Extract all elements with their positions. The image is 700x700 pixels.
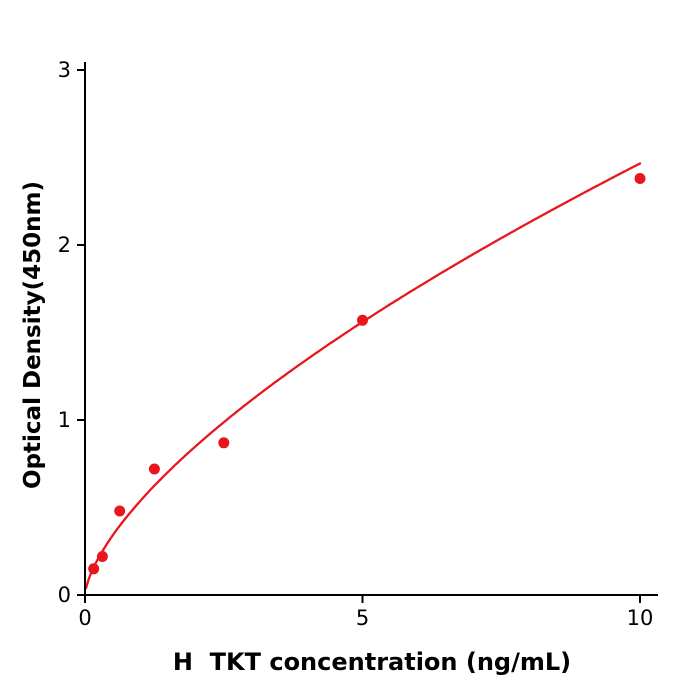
- data-point: [218, 437, 230, 449]
- y-tick-label: 1: [58, 408, 71, 432]
- x-tick-label: 10: [627, 606, 654, 630]
- y-tick-label: 3: [58, 58, 71, 82]
- data-point: [88, 563, 100, 575]
- axes: 0 5 10 0 1 2 3: [58, 58, 658, 630]
- data-point: [357, 314, 368, 326]
- y-tick-label: 2: [58, 233, 71, 257]
- fit-curve: [84, 162, 642, 590]
- x-tick-label: 5: [356, 606, 369, 630]
- x-tick-label: 0: [78, 606, 91, 630]
- data-point: [634, 173, 646, 184]
- data-point: [148, 463, 160, 475]
- plot-area: [84, 162, 646, 590]
- data-point: [114, 505, 126, 517]
- y-axis-title: Optical Density(450nm): [20, 181, 46, 489]
- y-tick-label: 0: [58, 583, 71, 607]
- data-point: [96, 551, 108, 562]
- x-axis-title: H TKT concentration (ng/mL): [173, 648, 571, 676]
